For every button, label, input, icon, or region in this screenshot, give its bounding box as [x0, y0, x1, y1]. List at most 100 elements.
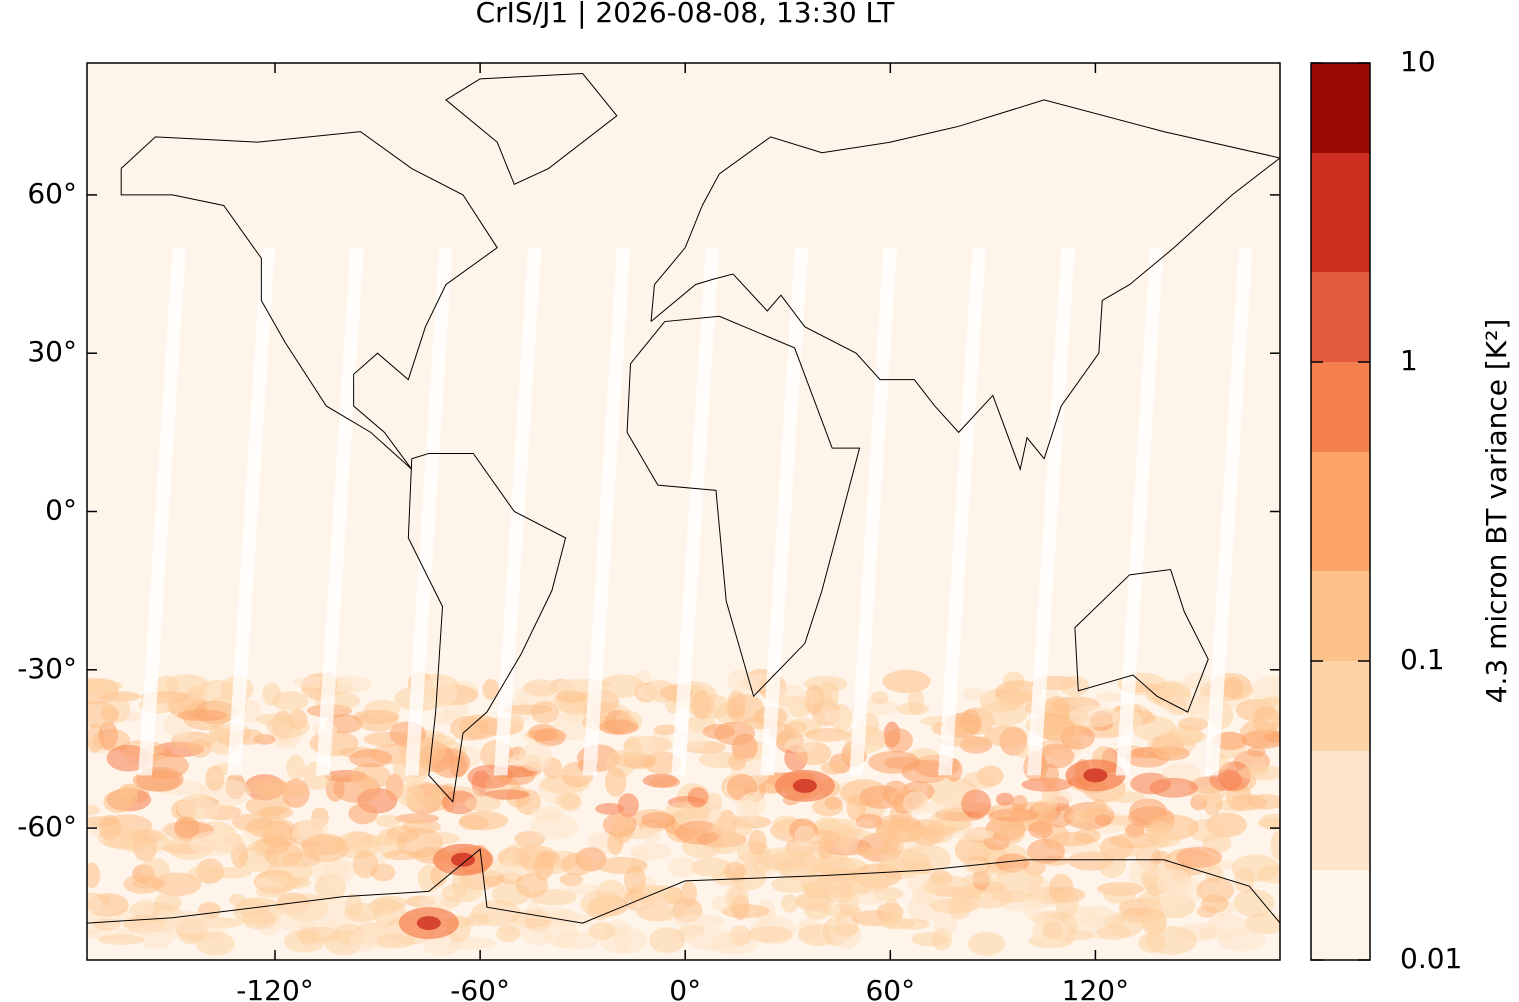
- field-cell: [855, 813, 883, 829]
- field-cell: [772, 684, 808, 711]
- swath-gap: [1027, 247, 1075, 776]
- field-cell: [113, 788, 139, 808]
- field-cell: [87, 894, 103, 914]
- field-cell: [1150, 691, 1174, 703]
- y-tick-label: 60°: [27, 177, 77, 210]
- x-tick-label: 60°: [865, 974, 915, 1002]
- field-cell: [349, 749, 393, 768]
- field-cell: [882, 669, 931, 694]
- field-cell: [963, 873, 995, 885]
- swath-gap: [493, 247, 542, 776]
- field-cell: [1028, 820, 1054, 839]
- field-cell: [349, 930, 378, 952]
- field-cell: [458, 815, 489, 831]
- field-cell: [507, 714, 525, 733]
- field-cell: [174, 817, 200, 838]
- field-cell: [1076, 905, 1116, 928]
- field-cell: [272, 691, 309, 711]
- field-cell: [640, 812, 676, 829]
- field-cell: [187, 865, 226, 883]
- map-field: [87, 63, 1280, 960]
- field-cell: [1206, 913, 1248, 939]
- field-cell: [123, 874, 163, 894]
- colorbar-level: [1311, 869, 1370, 960]
- field-cell: [1042, 921, 1063, 940]
- field-cell: [87, 804, 101, 816]
- field-cell: [98, 721, 118, 750]
- field-cell: [990, 890, 1034, 903]
- field-cell: [286, 755, 306, 780]
- field-cell: [1244, 913, 1280, 934]
- field-cell: [371, 895, 407, 911]
- field-cell: [561, 852, 594, 876]
- field-cell: [262, 683, 282, 706]
- field-cell: [423, 832, 460, 845]
- field-cell: [617, 793, 639, 818]
- field-cell: [884, 728, 913, 753]
- colorbar-tick-label: 1: [1400, 344, 1418, 377]
- field-cell: [1237, 765, 1280, 781]
- field-cell: [807, 690, 834, 705]
- field-cell: [87, 678, 120, 697]
- field-cell: [747, 925, 793, 943]
- field-cell: [87, 816, 119, 828]
- field-cell: [851, 892, 890, 905]
- field-cell: [228, 893, 246, 906]
- field-cell: [712, 815, 753, 840]
- field-cell: [846, 794, 867, 822]
- colorbar-level: [1311, 271, 1370, 362]
- swath-gap: [227, 247, 276, 776]
- field-cell: [929, 808, 971, 834]
- colorbar-level: [1311, 452, 1370, 571]
- field-cell: [138, 897, 155, 919]
- field-cell: [633, 884, 684, 906]
- field-cell: [344, 830, 374, 854]
- field-cell: [903, 791, 929, 815]
- field-cell: [154, 893, 182, 912]
- field-cell: [841, 870, 891, 893]
- field-cell: [1162, 696, 1209, 717]
- field-cell: [522, 927, 552, 946]
- field-cell: [98, 934, 145, 945]
- colorbar-tick-label: 0.1: [1400, 643, 1445, 676]
- field-cell: [376, 933, 416, 949]
- swath-gap: [138, 247, 187, 776]
- field-cell: [962, 771, 999, 789]
- field-cell: [674, 914, 725, 930]
- field-cell: [544, 918, 579, 948]
- field-cell: [1270, 830, 1280, 860]
- field-cell: [106, 744, 150, 772]
- field-cell: [375, 814, 402, 828]
- field-cell: [1247, 746, 1266, 757]
- field-cell: [518, 741, 552, 772]
- swath-gap: [1115, 247, 1164, 776]
- field-cell: [686, 928, 736, 951]
- field-cell: [189, 739, 212, 758]
- field-cell: [1103, 886, 1136, 904]
- field-cell: [962, 687, 985, 701]
- field-cell: [875, 817, 927, 843]
- field-cell: [345, 893, 363, 918]
- field-cell: [1040, 763, 1060, 789]
- coastlines: [87, 73, 1280, 924]
- field-cell: [482, 678, 499, 700]
- field-cell: [1095, 692, 1122, 703]
- field-cell: [781, 894, 798, 913]
- field-cell: [1027, 838, 1066, 864]
- field-cell: [523, 679, 559, 697]
- field-cell: [1096, 925, 1131, 940]
- field-cell: [1149, 777, 1198, 798]
- field-cell: [901, 759, 950, 784]
- field-cell: [189, 830, 240, 857]
- field-cell: [267, 857, 313, 887]
- field-cell: [1094, 814, 1112, 826]
- field-cell: [177, 709, 228, 722]
- field-cell: [595, 857, 648, 874]
- field-cell: [727, 669, 754, 693]
- swath-gap: [316, 247, 364, 776]
- field-cell: [1259, 813, 1280, 831]
- field-cell: [195, 931, 235, 956]
- colorbar-level: [1311, 153, 1370, 272]
- field-cell: [723, 861, 747, 881]
- field-cell: [812, 797, 844, 817]
